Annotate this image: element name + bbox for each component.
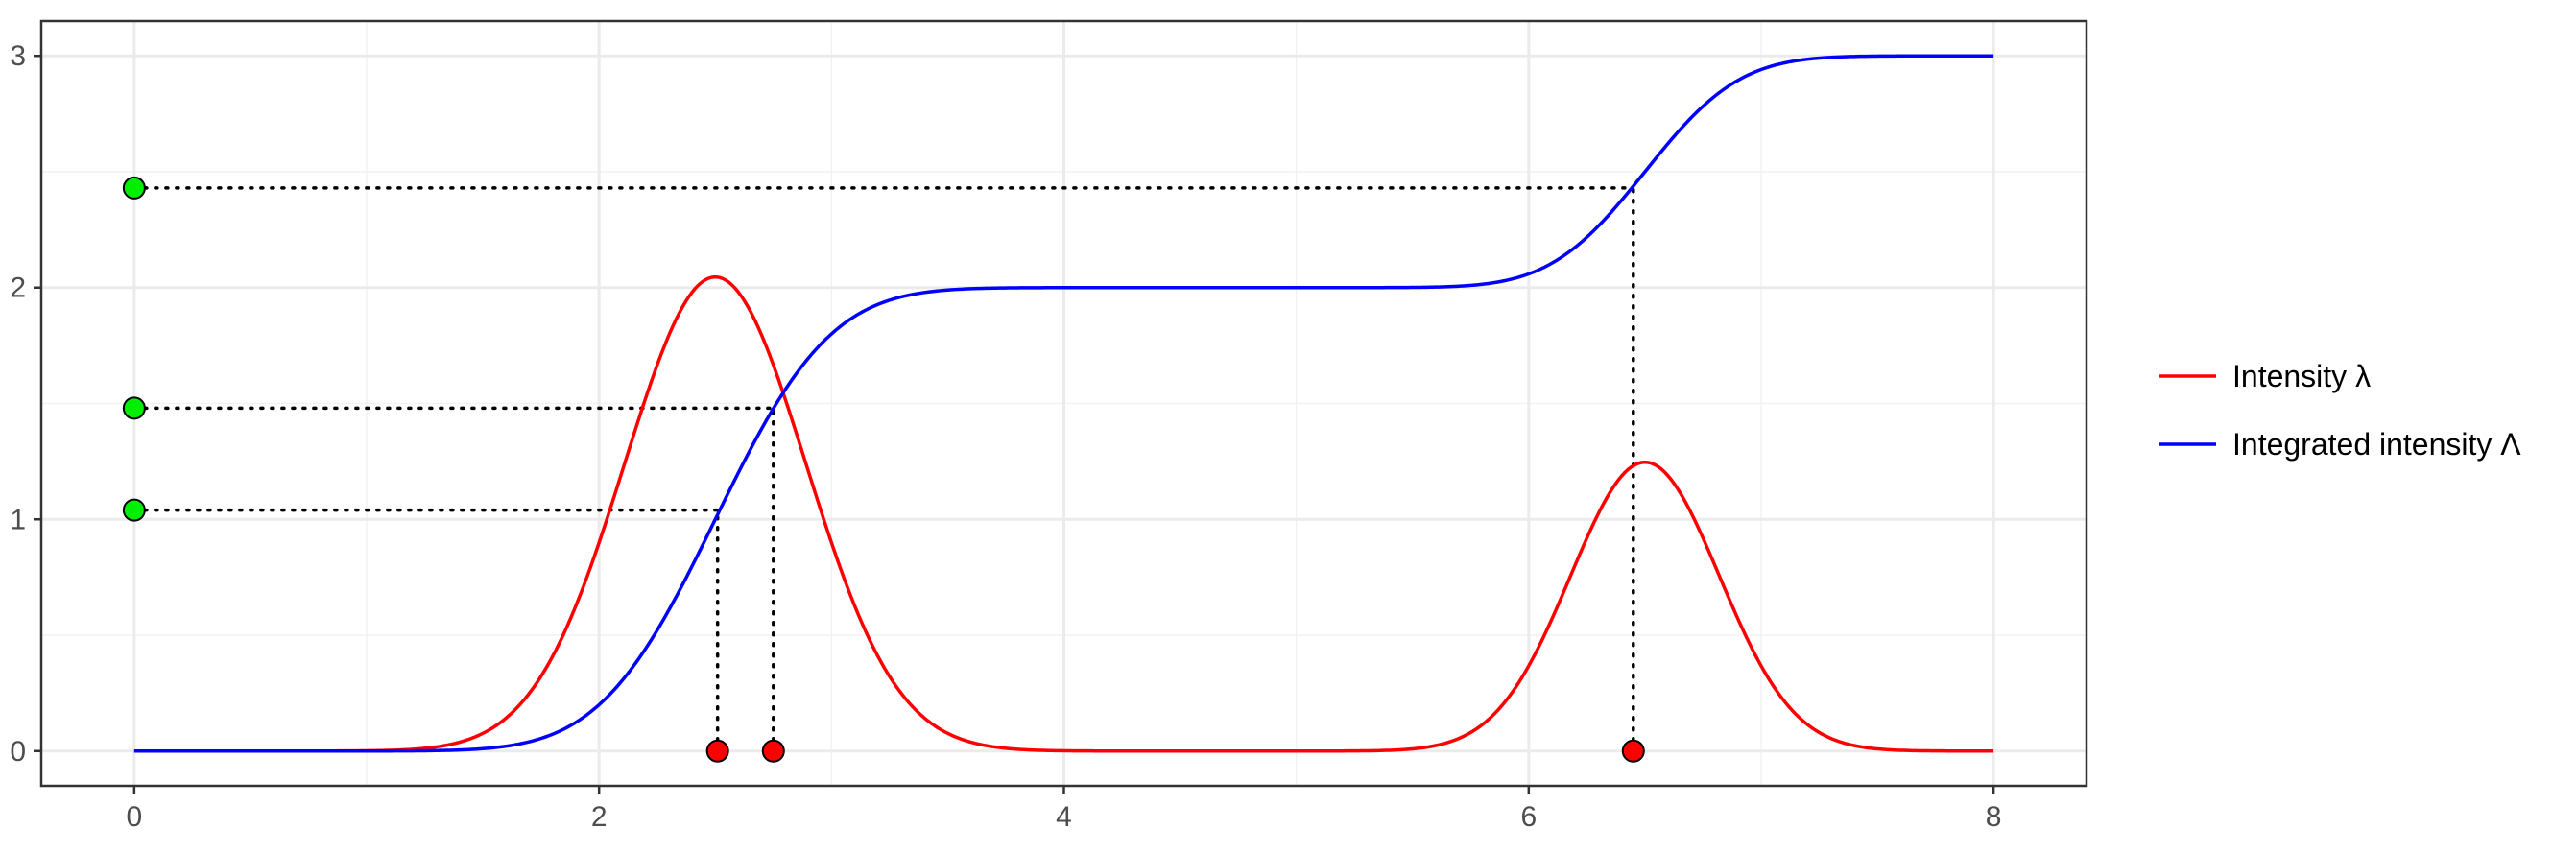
x-tick-label: 0 [127,801,143,833]
y-tick-label: 1 [10,504,26,535]
legend: Intensity λ Integrated intensity Λ [2159,359,2521,462]
event-point [705,739,729,763]
x-tick-label: 4 [1056,801,1072,833]
y-tick-label: 2 [10,272,26,304]
integrated-level-points [122,176,146,522]
x-tick-label: 2 [591,801,608,833]
y-axis: 0 1 2 3 [10,40,41,768]
event-point [761,739,785,763]
event-point [1621,739,1645,763]
dotted-connectors [132,184,1635,753]
y-tick-label: 0 [10,736,26,768]
x-tick-label: 8 [1986,801,2002,833]
series-line-intensity [133,274,1994,753]
legend-label-intensity: Intensity λ [2232,359,2371,393]
level-point [122,498,146,522]
x-tick-label: 6 [1520,801,1537,833]
legend-label-integrated-intensity: Integrated intensity Λ [2232,427,2521,462]
event-time-points [705,739,1645,763]
y-tick-label: 3 [10,40,26,72]
series-line-integrated-intensity [133,54,1994,753]
level-point [122,176,146,200]
x-axis: 0 2 4 6 8 [127,786,2002,833]
level-point [122,396,146,420]
